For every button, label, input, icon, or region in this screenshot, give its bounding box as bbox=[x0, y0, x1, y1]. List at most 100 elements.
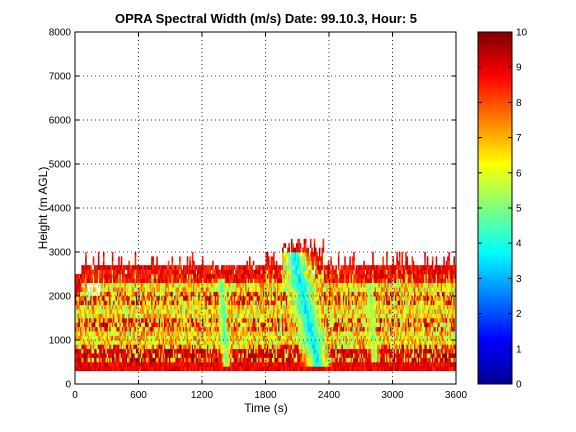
heatmap-cell bbox=[264, 326, 266, 332]
heatmap-cell bbox=[273, 269, 275, 275]
heatmap-cell bbox=[269, 300, 271, 306]
heatmap-cell bbox=[113, 331, 115, 336]
heatmap-cell bbox=[285, 291, 288, 297]
heatmap-cell bbox=[259, 326, 261, 332]
heatmap-cell bbox=[243, 357, 246, 363]
heatmap-cell bbox=[193, 309, 195, 314]
heatmap-cell bbox=[191, 265, 194, 270]
heatmap-cell bbox=[318, 357, 321, 363]
heatmap-cell bbox=[280, 348, 283, 354]
heatmap-cell bbox=[257, 331, 260, 336]
heatmap-cell bbox=[326, 274, 329, 279]
heatmap-cell bbox=[242, 340, 245, 345]
heatmap-cell bbox=[306, 340, 308, 345]
heatmap-cell bbox=[113, 269, 115, 275]
heatmap-cell bbox=[171, 335, 174, 341]
heatmap-cell bbox=[97, 340, 100, 345]
heatmap-cell bbox=[229, 291, 232, 297]
heatmap-cell bbox=[196, 348, 199, 354]
heatmap-cell bbox=[123, 313, 125, 319]
heatmap-cell bbox=[240, 269, 242, 275]
heatmap-cell bbox=[308, 362, 311, 367]
heatmap-cell bbox=[273, 357, 275, 363]
heatmap-cell bbox=[237, 300, 240, 306]
heatmap-cell bbox=[247, 318, 250, 323]
heatmap-cell bbox=[185, 340, 188, 345]
heatmap-cell bbox=[188, 331, 190, 336]
heatmap-cell bbox=[219, 291, 222, 297]
heatmap-cell bbox=[219, 340, 222, 345]
heatmap-cell bbox=[138, 344, 141, 350]
heatmap-cell bbox=[88, 300, 91, 306]
heatmap-cell bbox=[148, 348, 151, 354]
heatmap-cell bbox=[289, 353, 292, 358]
heatmap-cell bbox=[261, 274, 264, 279]
heatmap-cell bbox=[147, 331, 149, 336]
heatmap-cell bbox=[90, 326, 92, 332]
heatmap-cell bbox=[96, 357, 99, 363]
heatmap-cell bbox=[311, 256, 313, 262]
heatmap-cell bbox=[132, 344, 134, 350]
heatmap-cell bbox=[297, 366, 299, 372]
heatmap-cell bbox=[149, 287, 152, 292]
heatmap-cell bbox=[203, 296, 205, 301]
heatmap-cell bbox=[302, 335, 304, 341]
heatmap-cell bbox=[304, 287, 307, 292]
heatmap-cell bbox=[119, 300, 122, 306]
heatmap-cell bbox=[137, 282, 139, 288]
heatmap-cell bbox=[184, 269, 186, 275]
heatmap-cell bbox=[269, 357, 271, 363]
heatmap-cell bbox=[155, 287, 157, 292]
heatmap-cell bbox=[276, 278, 279, 284]
heatmap-cell bbox=[297, 318, 299, 323]
heatmap-cell bbox=[193, 296, 195, 301]
heatmap-cell bbox=[205, 335, 208, 341]
heatmap-cell bbox=[202, 269, 204, 275]
heatmap-cell bbox=[312, 331, 315, 336]
heatmap-cell bbox=[318, 309, 321, 314]
heatmap-cell bbox=[177, 313, 180, 319]
heatmap-cell bbox=[190, 265, 193, 270]
heatmap-cell bbox=[255, 304, 257, 310]
heatmap-cell bbox=[217, 300, 219, 306]
heatmap-cell bbox=[276, 296, 279, 301]
heatmap-cell bbox=[276, 274, 279, 279]
heatmap-cell bbox=[193, 326, 195, 332]
heatmap-cell bbox=[152, 304, 155, 310]
heatmap-cell bbox=[152, 313, 155, 319]
heatmap-cell bbox=[274, 265, 276, 270]
heatmap-cell bbox=[215, 309, 218, 314]
heatmap-cell bbox=[219, 300, 222, 306]
heatmap-cell bbox=[279, 296, 282, 301]
heatmap-cell bbox=[229, 326, 232, 332]
heatmap-cell bbox=[248, 282, 251, 288]
heatmap-cell bbox=[270, 260, 273, 266]
heatmap-cell bbox=[327, 265, 330, 270]
heatmap-cell bbox=[108, 296, 110, 301]
heatmap-cell bbox=[327, 274, 330, 279]
heatmap-cell bbox=[293, 300, 296, 306]
heatmap-cell bbox=[218, 318, 221, 323]
heatmap-cell bbox=[238, 309, 241, 314]
heatmap-cell bbox=[245, 278, 247, 284]
heatmap-cell bbox=[245, 340, 247, 345]
heatmap-cell bbox=[235, 357, 237, 363]
heatmap-cell bbox=[288, 326, 290, 332]
heatmap-cell bbox=[162, 326, 165, 332]
heatmap-cell bbox=[175, 291, 177, 297]
heatmap-cell bbox=[94, 357, 96, 363]
heatmap-cell bbox=[172, 362, 175, 367]
heatmap-cell bbox=[176, 287, 179, 292]
heatmap-cell bbox=[185, 326, 188, 332]
heatmap-cell bbox=[284, 313, 287, 319]
heatmap-cell bbox=[141, 366, 143, 372]
heatmap-cell bbox=[243, 331, 246, 336]
heatmap-cell bbox=[182, 265, 185, 270]
heatmap-cell bbox=[295, 287, 298, 292]
heatmap-cell bbox=[132, 300, 134, 306]
heatmap-cell bbox=[137, 353, 139, 358]
heatmap-cell bbox=[121, 353, 124, 358]
heatmap-cell bbox=[245, 287, 247, 292]
heatmap-cell bbox=[132, 348, 134, 354]
heatmap-cell bbox=[179, 366, 181, 372]
